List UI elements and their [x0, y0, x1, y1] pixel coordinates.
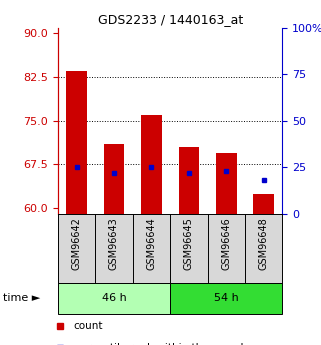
- Bar: [104, 144, 124, 214]
- Bar: [66, 71, 87, 214]
- Title: GDS2233 / 1440163_at: GDS2233 / 1440163_at: [98, 13, 243, 27]
- Bar: [178, 147, 199, 214]
- Text: 46 h: 46 h: [101, 294, 126, 303]
- Bar: [170, 283, 282, 314]
- Text: GSM96646: GSM96646: [221, 217, 231, 270]
- Text: percentile rank within the sample: percentile rank within the sample: [74, 344, 249, 345]
- Text: GSM96642: GSM96642: [72, 217, 82, 270]
- Text: 54 h: 54 h: [214, 294, 239, 303]
- Text: time ►: time ►: [3, 294, 40, 303]
- Text: GSM96648: GSM96648: [259, 217, 269, 270]
- Text: GSM96644: GSM96644: [146, 217, 156, 270]
- Text: count: count: [74, 321, 103, 331]
- Text: GSM96643: GSM96643: [109, 217, 119, 270]
- Bar: [141, 115, 162, 214]
- Bar: [58, 283, 170, 314]
- Bar: [254, 194, 274, 214]
- Bar: [216, 153, 237, 214]
- Text: GSM96645: GSM96645: [184, 217, 194, 270]
